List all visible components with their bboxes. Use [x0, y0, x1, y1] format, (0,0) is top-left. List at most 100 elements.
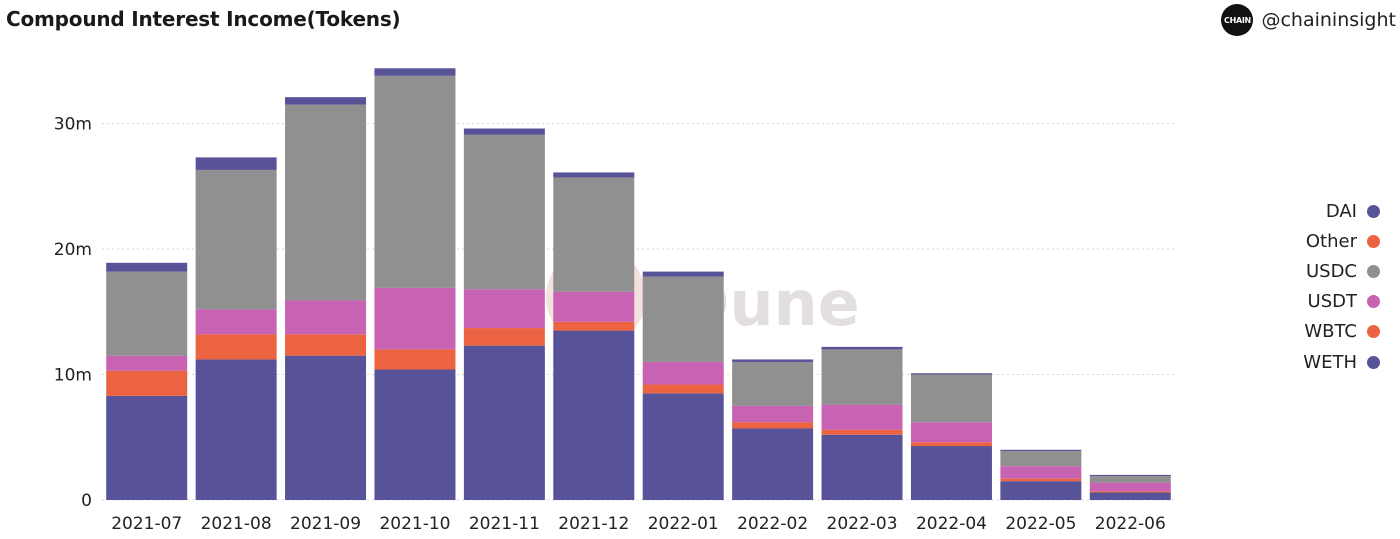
y-axis-ticks: 0 10m 20m 30m: [54, 115, 92, 512]
bar-segment-usdc: [821, 349, 903, 405]
legend-label: WBTC: [1304, 321, 1357, 343]
bar-segment-dai: [732, 359, 814, 362]
bar-segment-usdc: [285, 104, 367, 301]
y-tick-label: 10m: [54, 366, 92, 386]
legend-label: Other: [1305, 230, 1357, 252]
bar-segment-usdt: [195, 309, 277, 335]
y-tick-label: 30m: [54, 115, 92, 135]
legend-label: USDC: [1305, 260, 1357, 282]
bar-segment-usdc: [463, 134, 545, 290]
legend-dot-icon: [1367, 325, 1380, 339]
bar-segment-usdt: [285, 300, 367, 335]
bar-segment-weth: [463, 345, 545, 500]
x-tick-label: 2021-09: [290, 514, 361, 534]
y-tick-label: 20m: [54, 240, 92, 260]
x-axis-ticks: 2021-07 2021-08 2021-09 2021-10 2021-11 2021-…: [111, 514, 1166, 534]
x-tick-label: 2021-07: [111, 514, 182, 534]
legend-dot-icon: [1367, 234, 1380, 248]
bar-segment-wbtc: [463, 328, 545, 346]
bars: [106, 68, 1171, 500]
bar-segment-usdc: [106, 271, 188, 356]
legend-label: USDT: [1307, 291, 1357, 313]
x-tick-label: 2022-02: [737, 514, 808, 534]
bar-segment-usdt: [553, 291, 635, 322]
bar-segment-dai: [821, 346, 903, 350]
bar-segment-weth: [821, 434, 903, 500]
legend-item[interactable]: WBTC: [1303, 317, 1380, 347]
grid-lines: [102, 123, 1175, 501]
legend-item[interactable]: USDC: [1303, 256, 1380, 286]
bar-segment-wbtc: [1089, 491, 1171, 493]
bar-segment-wbtc: [910, 442, 992, 447]
x-tick-label: 2021-11: [469, 514, 540, 534]
bar-segment-usdt: [1000, 466, 1082, 479]
bar-segment-usdc: [642, 276, 724, 362]
bar-segment-weth: [910, 446, 992, 500]
bar-segment-usdt: [910, 422, 992, 443]
bar-segment-weth: [106, 395, 188, 500]
bar-segment-dai: [910, 373, 992, 375]
legend-item[interactable]: USDT: [1303, 287, 1380, 317]
bar-segment-wbtc: [195, 334, 277, 360]
bar-segment-usdc: [910, 374, 992, 423]
bar-segment-usdc: [732, 361, 814, 406]
brand[interactable]: CHAIN @chaininsight: [1221, 4, 1396, 36]
x-tick-label: 2022-04: [916, 514, 987, 534]
legend: DAI Other USDC USDT WBTC WETH: [1303, 196, 1380, 377]
bar-segment-usdc: [374, 75, 456, 288]
bar-segment-dai: [374, 68, 456, 76]
bar-segment-usdt: [821, 404, 903, 430]
legend-dot-icon: [1367, 204, 1380, 218]
bar-segment-weth: [642, 393, 724, 500]
bar-segment-usdc: [195, 169, 277, 310]
bar-segment-usdt: [374, 287, 456, 350]
x-tick-label: 2022-01: [648, 514, 719, 534]
bar-segment-dai: [553, 172, 635, 178]
bar-segment-wbtc: [285, 334, 367, 356]
y-tick-label: 0: [81, 491, 92, 511]
legend-item[interactable]: WETH: [1303, 347, 1380, 377]
legend-dot-icon: [1367, 264, 1380, 278]
brand-handle[interactable]: @chaininsight: [1261, 9, 1396, 31]
chart-title: Compound Interest Income(Tokens): [6, 7, 401, 31]
bar-segment-usdt: [463, 289, 545, 329]
legend-dot-icon: [1367, 295, 1380, 309]
bar-segment-dai: [195, 157, 277, 170]
bar-segment-weth: [732, 428, 814, 500]
x-tick-label: 2022-03: [827, 514, 898, 534]
x-tick-label: 2021-12: [558, 514, 629, 534]
bar-segment-weth: [195, 359, 277, 500]
bar-segment-weth: [374, 369, 456, 500]
legend-item[interactable]: DAI: [1303, 196, 1380, 226]
legend-dot-icon: [1367, 355, 1380, 369]
bar-segment-dai: [1000, 449, 1082, 452]
bar-segment-dai: [463, 128, 545, 135]
bar-segment-weth: [285, 355, 367, 500]
x-tick-label: 2021-08: [201, 514, 272, 534]
bar-segment-weth: [1000, 481, 1082, 500]
x-tick-label: 2022-05: [1005, 514, 1076, 534]
bar-segment-dai: [106, 262, 188, 272]
bar-segment-usdt: [106, 355, 188, 371]
bar-segment-wbtc: [374, 349, 456, 370]
bar-segment-usdc: [1000, 451, 1082, 467]
bar-segment-dai: [642, 271, 724, 277]
bar-segment-usdt: [732, 405, 814, 423]
bar-segment-wbtc: [1000, 478, 1082, 482]
bar-segment-dai: [1089, 474, 1171, 477]
x-tick-label: 2021-10: [379, 514, 450, 534]
bar-segment-wbtc: [642, 384, 724, 394]
legend-item[interactable]: Other: [1303, 226, 1380, 256]
legend-label: DAI: [1325, 200, 1357, 222]
bar-segment-wbtc: [732, 422, 814, 429]
x-tick-label: 2022-06: [1095, 514, 1166, 534]
bar-segment-weth: [1089, 492, 1171, 500]
bar-segment-usdc: [1089, 476, 1171, 483]
bar-segment-wbtc: [106, 370, 188, 396]
bar-segment-wbtc: [821, 429, 903, 435]
bar-segment-weth: [553, 330, 635, 500]
bar-segment-usdt: [1089, 482, 1171, 492]
bar-segment-usdt: [642, 361, 724, 385]
bar-segment-wbtc: [553, 321, 635, 331]
